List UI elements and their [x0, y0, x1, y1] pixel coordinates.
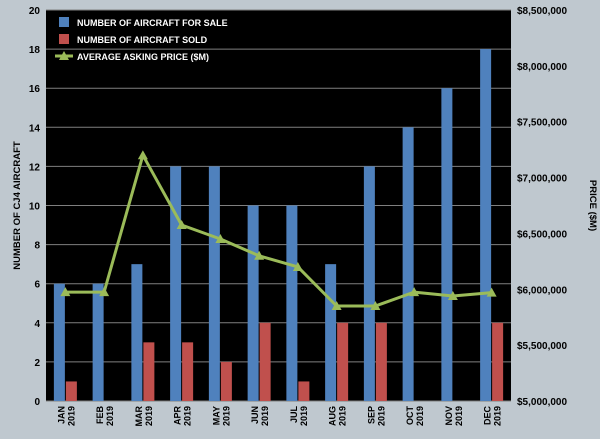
point-average-price [137, 150, 148, 160]
y-right-tick-label: $6,000,000 [517, 285, 567, 296]
point-average-price [215, 234, 226, 244]
legend-entry: NUMBER OF AIRCRAFT FOR SALE [77, 18, 228, 28]
y-left-tick-label: 12 [29, 162, 41, 173]
x-tick-label: 2019 [493, 406, 503, 426]
point-average-price [99, 287, 110, 297]
x-tick-label: 2019 [415, 406, 425, 426]
y-right-tick-label: $7,500,000 [517, 118, 567, 129]
x-tick-label-group: NOV 2019 [444, 406, 464, 426]
bar-for-sale [402, 127, 414, 402]
x-tick-label: 2019 [260, 406, 270, 426]
x-tick-label: AUG [328, 406, 338, 426]
x-tick-label-group: JAN 2019 [56, 406, 76, 426]
x-tick-label-group: AUG 2019 [328, 406, 348, 426]
y-right-tick-label: $8,000,000 [517, 62, 567, 73]
line-average-price [65, 153, 492, 308]
y-left-tick-label: 20 [29, 6, 41, 17]
legend-swatch [59, 34, 69, 44]
bar-for-sale [170, 166, 182, 401]
x-tick-label-group: JUL 2019 [289, 406, 309, 427]
bar-for-sale [92, 283, 104, 401]
y-right-tick-label: $6,500,000 [517, 229, 567, 240]
y-right-tick-label: $7,000,000 [517, 174, 567, 185]
x-tick-label: JUN [250, 406, 260, 424]
x-tick-label-group: SEP 2019 [366, 406, 386, 426]
y-left-tick-label: 16 [29, 84, 41, 95]
legend-entry: NUMBER OF AIRCRAFT SOLD [77, 35, 208, 45]
x-tick-label: APR [173, 406, 183, 426]
point-average-price [60, 287, 71, 297]
x-tick-label: 2019 [376, 406, 386, 426]
x-tick-label-group: MAR 2019 [134, 406, 154, 427]
x-tick-label-group: DEC 2019 [483, 406, 503, 427]
x-tick-label: MAR [134, 406, 144, 427]
point-average-price [254, 250, 265, 260]
point-average-price [409, 287, 420, 297]
y-left-tick-label: 6 [34, 280, 40, 291]
x-tick-label: OCT [405, 406, 415, 426]
bar-for-sale [131, 264, 143, 401]
y-right-tick-label: $5,000,000 [517, 397, 567, 408]
bar-sold [220, 361, 232, 401]
x-tick-label: 2019 [183, 406, 193, 426]
legend-entry: AVERAGE ASKING PRICE ($M) [77, 52, 209, 62]
legend-swatch [59, 17, 69, 27]
point-average-price [292, 261, 303, 271]
point-average-price [447, 290, 458, 300]
bar-sold [143, 342, 155, 401]
x-tick-label: MAY [211, 406, 221, 425]
bar-sold [65, 381, 77, 401]
point-average-price [331, 301, 342, 311]
bar-for-sale [363, 166, 375, 401]
y-right-axis-label: PRICE ($M) [587, 180, 598, 231]
y-right-tick-label: $5,500,000 [517, 341, 567, 352]
y-left-tick-label: 2 [34, 358, 40, 369]
x-tick-label-group: JUN 2019 [250, 406, 270, 426]
x-tick-label: JUL [289, 406, 299, 424]
x-tick-label: FEB [95, 405, 105, 424]
bar-sold [259, 322, 271, 401]
point-average-price [486, 287, 497, 297]
x-tick-label: SEP [366, 406, 376, 424]
x-tick-label: 2019 [454, 406, 464, 426]
y-left-tick-label: 18 [29, 45, 41, 56]
x-tick-label: DEC [483, 406, 493, 426]
x-tick-label: JAN [56, 406, 66, 424]
y-left-tick-label: 14 [29, 123, 41, 134]
legend-marker [59, 51, 69, 60]
x-tick-label: NOV [444, 406, 454, 426]
x-tick-label: 2019 [66, 406, 76, 426]
x-tick-label: 2019 [144, 406, 154, 426]
bar-for-sale [247, 205, 259, 401]
x-tick-label: 2019 [299, 406, 309, 426]
x-tick-label: 2019 [105, 406, 115, 426]
x-tick-label: 2019 [221, 406, 231, 426]
y-right-tick-label: $8,500,000 [517, 6, 567, 17]
bar-sold [298, 381, 310, 401]
y-left-tick-label: 0 [34, 397, 40, 408]
y-left-tick-label: 4 [34, 319, 40, 330]
bar-for-sale [53, 283, 65, 401]
bar-for-sale [208, 166, 220, 401]
bar-sold [375, 322, 387, 401]
x-tick-label-group: OCT 2019 [405, 406, 425, 427]
bar-for-sale [286, 205, 298, 401]
bar-for-sale [480, 49, 492, 401]
point-average-price [176, 220, 187, 230]
x-tick-label: 2019 [338, 406, 348, 426]
y-left-tick-label: 8 [34, 241, 40, 252]
bar-for-sale [325, 264, 337, 401]
x-tick-label-group: APR 2019 [173, 406, 193, 427]
y-left-tick-label: 10 [29, 202, 41, 213]
bar-sold [492, 322, 504, 401]
x-tick-label-group: MAY 2019 [211, 406, 231, 426]
bar-sold [337, 322, 349, 401]
point-average-price [370, 301, 381, 311]
x-tick-label-group: FEB 2019 [95, 405, 115, 426]
bar-for-sale [441, 88, 453, 401]
bar-sold [182, 342, 194, 401]
y-left-axis-label: NUMBER OF CJ4 AIRCRAFT [12, 141, 23, 270]
